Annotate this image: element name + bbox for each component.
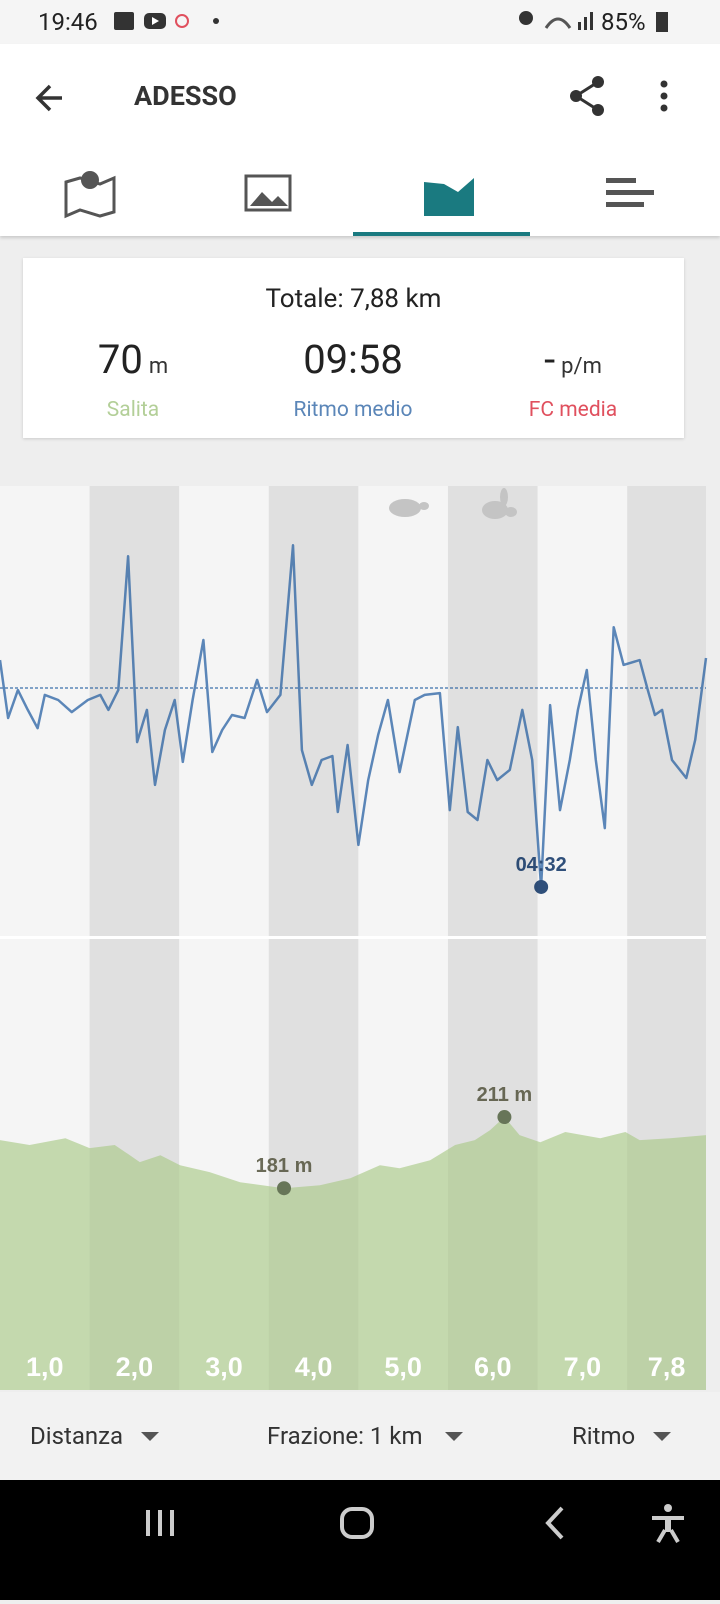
stat-unit: p/m [561,354,602,379]
split-selector[interactable]: Frazione: 1 km [267,1422,475,1450]
battery-level: 85% [601,8,646,36]
battery-icon [656,12,668,32]
x-tick-label: 2,0 [116,1352,154,1382]
chart-separator [0,936,706,939]
total-distance: Totale: 7,88 km [265,284,442,314]
page-title: ADESSO [134,80,237,112]
x-tick-label: 4,0 [295,1352,333,1382]
more-button[interactable] [656,78,672,118]
back-nav-button[interactable] [545,1506,564,1540]
status-right-icons [519,11,593,30]
stat-value: 70 [97,336,143,383]
clock: 19:46 [38,8,98,36]
status-icons [114,12,219,30]
annotation-dot [534,879,549,894]
app-bar: ADESSO [0,44,720,236]
stat: - p/m FC media [463,336,683,422]
home-button[interactable] [340,1507,374,1539]
stat-value: - [544,336,556,383]
annotation-label: 181 m [256,1155,313,1177]
active-tab-indicator [353,232,530,236]
selector-text: Frazione: 1 km [267,1422,423,1450]
x-tick-label: 3,0 [205,1352,243,1382]
elevation-area [0,1117,706,1390]
accessibility-button[interactable] [652,1504,684,1544]
summary-card: Totale: 7,88 km 70 m Salita 09:58 Ritmo med… [23,258,684,438]
share-button[interactable] [566,74,610,118]
selector-text: Ritmo [572,1422,636,1450]
stat-label: Ritmo medio [293,398,413,422]
stat-label: FC media [528,398,618,422]
navigation-bar [0,1480,720,1600]
metric-selector[interactable]: Ritmo [572,1422,683,1450]
x-tick-label: 7,0 [564,1352,602,1382]
annotation-dot [497,1110,512,1125]
charts-tab[interactable] [424,178,474,216]
x-tick-label: 7,8 [648,1352,686,1382]
annotation-dot [277,1181,292,1196]
x-tick-label: 5,0 [384,1352,422,1382]
nav-buttons [146,1504,684,1544]
charts: 04:32 181 m 211 m 1,0 2,0 3,0 4,0 5,0 6,0 7,0 7,8 [0,486,708,1390]
x-tick-label: 1,0 [26,1352,64,1382]
recent-apps-button[interactable] [146,1510,174,1536]
x-axis-selector[interactable]: Distanza [30,1422,171,1450]
pace-line [0,544,708,889]
speed-icons [389,488,517,519]
annotation-label: 04:32 [516,854,567,876]
stat: 70 m Salita [23,336,243,422]
selector-text: Distanza [30,1422,124,1450]
stat-label: Salita [106,398,160,422]
stat: 09:58 Ritmo medio [243,336,463,422]
map-tab[interactable] [64,171,116,219]
stat-value: 09:58 [303,336,403,383]
back-button[interactable] [30,78,70,118]
status-bar: 19:46 85% [0,0,720,44]
chart-controls: Distanza Frazione: 1 km Ritmo [0,1392,720,1480]
splits-tab[interactable] [606,178,654,207]
x-tick-label: 6,0 [474,1352,512,1382]
annotation-label: 211 m [477,1084,533,1106]
photo-tab[interactable] [244,174,292,212]
tab-bar [64,171,654,236]
stat-unit: m [148,354,169,379]
